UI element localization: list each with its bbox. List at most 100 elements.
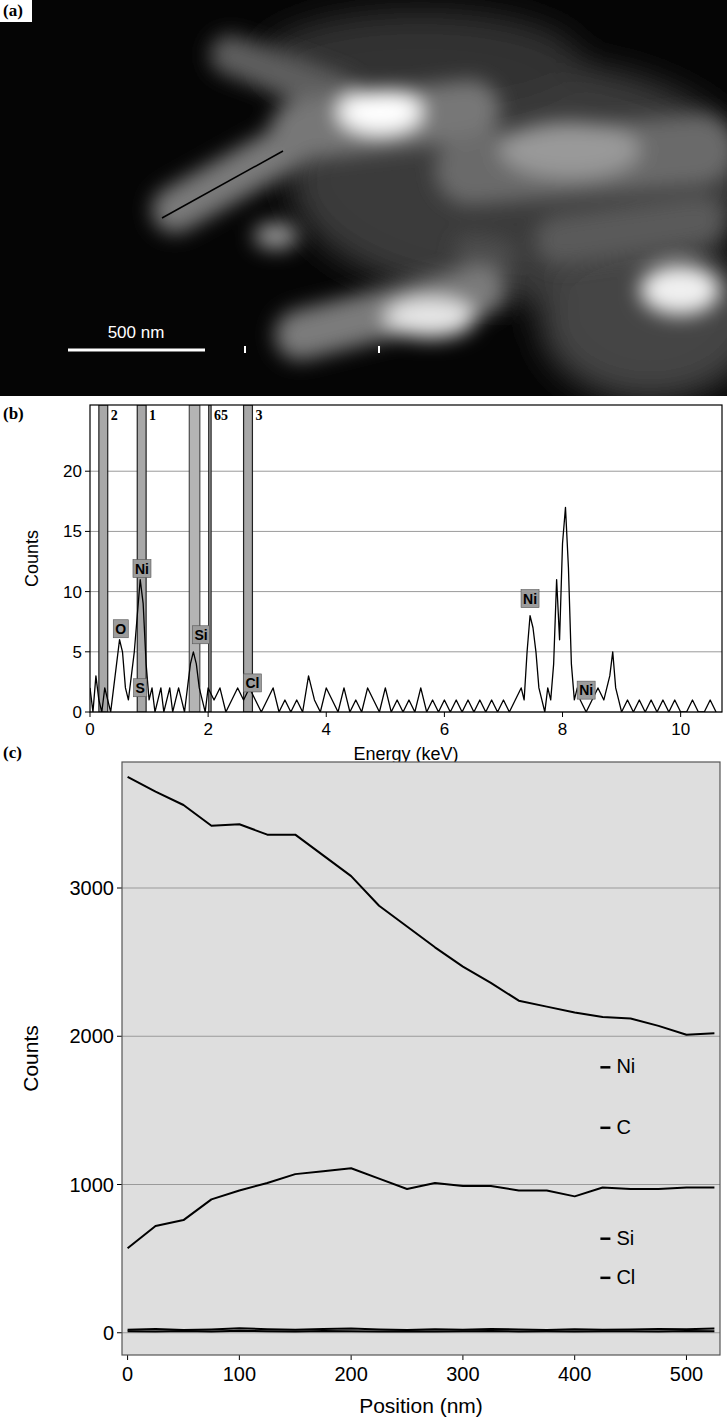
marker-label: 65 bbox=[214, 408, 228, 423]
profile-line bbox=[128, 1168, 715, 1248]
plot-frame bbox=[122, 762, 720, 1355]
x-tick bbox=[208, 712, 209, 717]
bright-spot bbox=[640, 265, 720, 315]
scale-bar bbox=[68, 349, 205, 352]
plot-marks bbox=[128, 777, 715, 1332]
y-tick bbox=[117, 888, 122, 889]
image-tick bbox=[378, 346, 380, 353]
x-tick bbox=[326, 712, 327, 717]
y-tick bbox=[85, 651, 90, 652]
x-tick-label: 500 bbox=[670, 1363, 703, 1385]
marker-label: 3 bbox=[255, 408, 262, 423]
x-tick-label: 0 bbox=[85, 720, 94, 739]
y-tick-label: 0 bbox=[73, 703, 82, 722]
y-tick-label: 2000 bbox=[70, 1025, 115, 1047]
x-tick-label: 4 bbox=[322, 720, 331, 739]
annotation-box bbox=[243, 674, 261, 692]
y-tick bbox=[85, 531, 90, 532]
scale-bar-label: 500 nm bbox=[108, 323, 165, 342]
annotation-text: Ni bbox=[135, 561, 149, 577]
x-tick-label: 400 bbox=[558, 1363, 591, 1385]
panel-label: (a) bbox=[3, 1, 23, 20]
marker-label: 1 bbox=[149, 408, 156, 423]
x-tick bbox=[462, 1355, 463, 1360]
element-annotation: Ni bbox=[133, 560, 151, 578]
annotation-box bbox=[133, 560, 151, 578]
y-tick bbox=[85, 591, 90, 592]
bright-region bbox=[500, 122, 640, 178]
x-tick-label: 200 bbox=[334, 1363, 367, 1385]
y-tick bbox=[85, 471, 90, 472]
panel-label: (c) bbox=[3, 743, 22, 762]
x-tick bbox=[574, 1355, 575, 1360]
legend-swatch bbox=[600, 1127, 610, 1130]
y-axis-title: Counts bbox=[22, 530, 42, 587]
small-particle bbox=[254, 223, 298, 249]
annotation-text: Si bbox=[194, 627, 207, 643]
y-tick-label: 3000 bbox=[70, 877, 115, 899]
element-annotation: O bbox=[113, 620, 128, 638]
plot-area bbox=[122, 762, 720, 1355]
legend-label: Si bbox=[616, 1227, 634, 1249]
profile-line bbox=[128, 1328, 715, 1330]
haze bbox=[260, 10, 727, 396]
annotation-text: Cl bbox=[245, 675, 259, 691]
panel-label: (b) bbox=[3, 404, 24, 423]
annotation-text: O bbox=[115, 621, 126, 637]
rod bbox=[230, 55, 340, 95]
x-tick bbox=[90, 712, 91, 717]
annotation-box bbox=[577, 681, 595, 699]
x-tick bbox=[680, 712, 681, 717]
bright-spot bbox=[338, 90, 422, 134]
legend-swatch bbox=[600, 1277, 610, 1280]
x-tick bbox=[351, 1355, 352, 1360]
line-scan-path bbox=[162, 151, 283, 218]
element-annotation: S bbox=[134, 679, 147, 697]
element-annotation: Ni bbox=[577, 681, 595, 699]
plot-area bbox=[90, 405, 722, 712]
panel-0: 051015200246810Energy (keV)Counts(b)2165… bbox=[3, 404, 722, 764]
x-tick bbox=[239, 1355, 240, 1360]
marker-band bbox=[244, 405, 253, 712]
y-tick-label: 20 bbox=[63, 462, 82, 481]
image-tick bbox=[244, 346, 246, 353]
y-tick bbox=[85, 712, 90, 713]
legend-label: Ni bbox=[616, 1055, 635, 1077]
element-band bbox=[189, 405, 200, 712]
x-tick-label: 0 bbox=[122, 1363, 133, 1385]
y-tick bbox=[117, 1184, 122, 1185]
grid-line bbox=[122, 1184, 720, 1185]
legend-label: C bbox=[616, 1116, 630, 1138]
annotation-box bbox=[134, 679, 147, 697]
x-tick-label: 100 bbox=[223, 1363, 256, 1385]
profile-line bbox=[128, 1330, 715, 1333]
annotation-box bbox=[113, 620, 128, 638]
profile-line bbox=[128, 777, 715, 1035]
grid-line bbox=[122, 1036, 720, 1037]
x-tick-label: 8 bbox=[558, 720, 567, 739]
marker-band bbox=[209, 405, 211, 712]
label-patch bbox=[0, 0, 32, 22]
grid-line bbox=[90, 471, 722, 472]
x-tick bbox=[686, 1355, 687, 1360]
element-annotation: Ni bbox=[521, 590, 539, 608]
grid-line bbox=[90, 591, 722, 592]
x-tick-label: 300 bbox=[446, 1363, 479, 1385]
legend-label: Cl bbox=[616, 1266, 635, 1288]
annotation-text: Ni bbox=[579, 682, 593, 698]
grid-line bbox=[122, 888, 720, 889]
legend: Ni C Si Cl bbox=[600, 1055, 635, 1288]
x-tick-label: 2 bbox=[203, 720, 212, 739]
rod bbox=[470, 250, 500, 255]
spectrum-line bbox=[90, 507, 716, 712]
y-tick-label: 0 bbox=[103, 1322, 114, 1344]
annotation-text: Ni bbox=[523, 591, 537, 607]
annotation-box bbox=[521, 590, 539, 608]
grid-line bbox=[90, 531, 722, 532]
marker-label: 2 bbox=[111, 408, 118, 423]
marker-band bbox=[99, 405, 108, 712]
plot-marks bbox=[90, 405, 716, 712]
y-tick bbox=[117, 1036, 122, 1037]
y-tick bbox=[117, 1332, 122, 1333]
x-tick-label: 10 bbox=[671, 720, 690, 739]
